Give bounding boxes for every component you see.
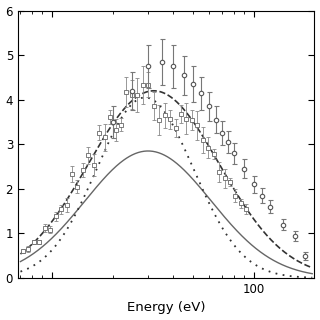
X-axis label: Energy (eV): Energy (eV) [127, 301, 205, 315]
